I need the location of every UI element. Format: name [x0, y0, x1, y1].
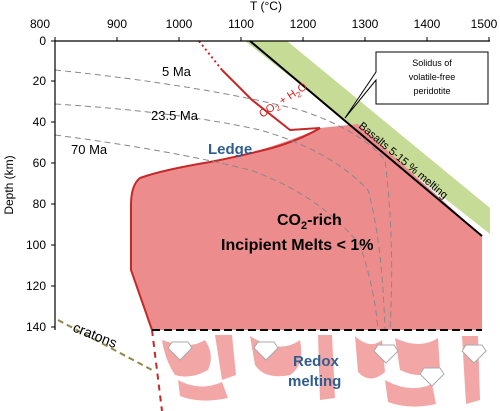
cratons-label: cratons	[71, 319, 120, 351]
depth-tick-label: 120	[26, 279, 46, 293]
depth-tick-label: 60	[33, 156, 47, 170]
co2-h2o-solidus-dotted	[198, 40, 223, 71]
depth-tick-label: 40	[33, 115, 47, 129]
ledge-label: Ledge	[208, 141, 252, 158]
co2-h2o-label: CO2 + H2O	[257, 81, 311, 123]
redox-label-line2: melting	[288, 373, 341, 390]
depth-ticks	[51, 40, 55, 328]
temperature-tick-label: 1200	[290, 17, 317, 31]
temperature-tick-label: 900	[107, 17, 127, 31]
depth-tick-label: 0	[39, 34, 46, 48]
craton-geotherm	[57, 319, 153, 371]
temperature-tick-label: 1500	[471, 17, 498, 31]
geotherm-label-23-5-ma: 23.5 Ma	[151, 108, 199, 123]
temperature-tick-label: 800	[30, 17, 50, 31]
geotherm-label-70-ma: 70 Ma	[71, 142, 108, 157]
diamond-icon	[167, 341, 193, 361]
temperature-ticks	[54, 37, 490, 41]
melt-label-line2: Incipient Melts < 1%	[221, 237, 373, 254]
melt-label-line1: CO2-rich	[277, 212, 342, 232]
depth-tick-label: 20	[33, 74, 47, 88]
temperature-tick-label: 1100	[228, 17, 254, 31]
geotherm-5-ma	[54, 69, 393, 331]
temperature-tick-label: 1000	[166, 17, 193, 31]
geotherm-label-5-ma: 5 Ma	[162, 64, 192, 79]
callout-line1: Solidus of	[412, 58, 452, 68]
peridotite-solidus-line	[249, 40, 483, 237]
diamond-icon	[253, 341, 279, 361]
callout-line2: volatile-free	[409, 72, 456, 82]
temperature-tick-label: 1400	[414, 17, 441, 31]
depth-tick-label: 100	[26, 238, 46, 252]
incipient-melt-region	[131, 124, 482, 330]
co2-h2o-solidus	[221, 69, 321, 132]
geotherm-23-5-ma	[54, 103, 386, 331]
diamond-icons	[167, 341, 487, 387]
redox-label-line1: Redox	[293, 353, 340, 370]
geotherms	[54, 69, 393, 331]
diamond-icon	[419, 367, 445, 387]
depth-axis-title: Depth (km)	[2, 155, 16, 214]
depth-tick-label: 140	[26, 320, 46, 334]
callout-line3: peridotite	[413, 86, 450, 96]
melt-boundary-extension	[151, 329, 163, 411]
solidus-callout: Solidus of volatile-free peridotite	[344, 51, 489, 119]
callout-box	[344, 51, 489, 119]
temperature-tick-label: 1300	[352, 17, 379, 31]
melt-boundary-curve	[130, 127, 321, 331]
depth-tick-label: 80	[33, 197, 47, 211]
diamond-icon	[373, 344, 399, 364]
diamond-icon	[461, 344, 487, 364]
temperature-axis-title: T (°C)	[250, 0, 282, 13]
